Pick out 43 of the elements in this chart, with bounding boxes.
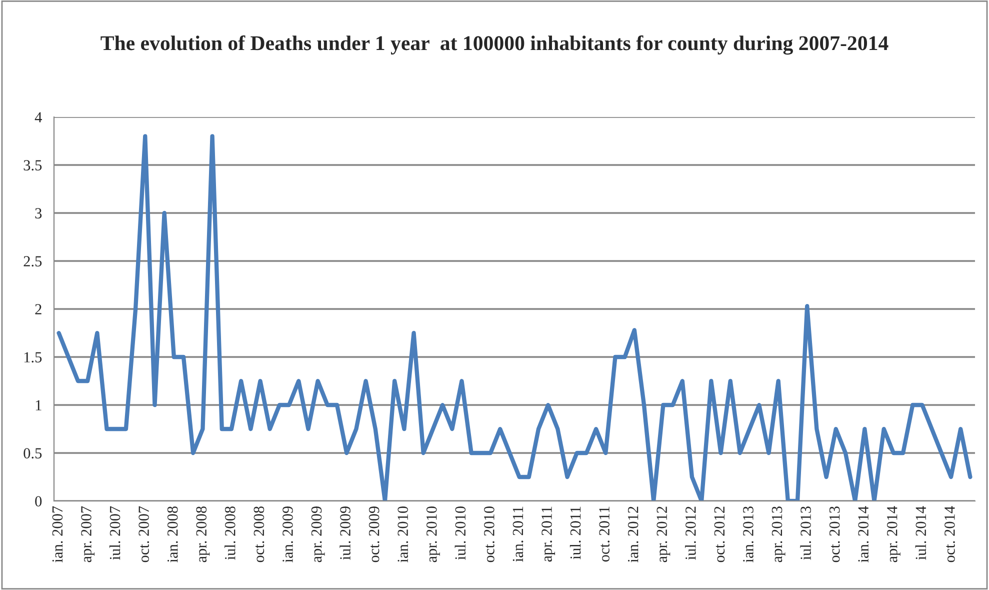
x-tick-label: iul. 2014	[915, 506, 926, 560]
y-tick-label: 2.5	[24, 256, 42, 267]
x-tick-label: oct. 2012	[714, 506, 725, 562]
y-tick-label: 0	[35, 496, 42, 506]
chart-title: The evolution of Deaths under 1 year at 100000 inhabitants for county during 2007-2014	[100, 35, 888, 55]
x-tick-label: iul. 2007	[109, 506, 120, 560]
y-tick-label: 0.5	[24, 448, 42, 459]
x-tick-label: ian. 2008	[167, 506, 178, 562]
x-tick-label: iul. 2012	[685, 506, 696, 560]
x-tick-label: oct. 2013	[829, 506, 840, 562]
x-tick-label: iul. 2010	[454, 506, 466, 560]
x-tick-label: ian. 2009	[282, 506, 293, 562]
y-tick-label: 4	[34, 112, 42, 122]
x-tick-label: oct. 2007	[138, 506, 150, 562]
y-tick-label: 1	[36, 400, 42, 410]
x-tick-label: apr. 2013	[772, 506, 786, 562]
x-tick-label: oct. 2009	[368, 506, 380, 562]
x-tick-label: ian. 2013	[743, 506, 754, 562]
x-tick-label: iul. 2011	[570, 506, 581, 560]
x-tick-label: iul. 2008	[224, 506, 236, 560]
line-series	[56, 134, 972, 501]
y-tick-label: 2	[35, 304, 42, 314]
x-tick-label: apr. 2009	[311, 506, 325, 562]
x-tick-label: apr. 2014	[886, 506, 900, 562]
x-tick-label: apr. 2012	[656, 506, 670, 562]
x-tick-label: ian. 2010	[398, 506, 408, 562]
x-tick-label: ian. 2014	[858, 506, 869, 562]
y-tick-label: 3.5	[24, 160, 42, 171]
x-tick-label: iul. 2009	[340, 506, 350, 560]
x-tick-label: oct. 2014	[944, 506, 955, 562]
x-tick-label: apr. 2008	[196, 506, 210, 562]
x-tick-label: apr. 2011	[542, 506, 556, 562]
x-tick-label: ian. 2007	[52, 506, 63, 562]
x-tick-label: ian. 2012	[628, 506, 638, 562]
x-tick-label: apr. 2010	[426, 506, 440, 562]
x-tick-label: iul. 2013	[800, 506, 811, 560]
x-tick-label: ian. 2011	[512, 506, 524, 562]
x-tick-label: oct. 2011	[599, 506, 610, 562]
x-tick-label: oct. 2008	[254, 506, 264, 562]
y-tick-label: 1.5	[24, 352, 42, 363]
x-tick-label: oct. 2010	[484, 506, 494, 562]
x-tick-label: apr. 2007	[81, 506, 95, 562]
y-tick-label: 3	[35, 208, 42, 218]
